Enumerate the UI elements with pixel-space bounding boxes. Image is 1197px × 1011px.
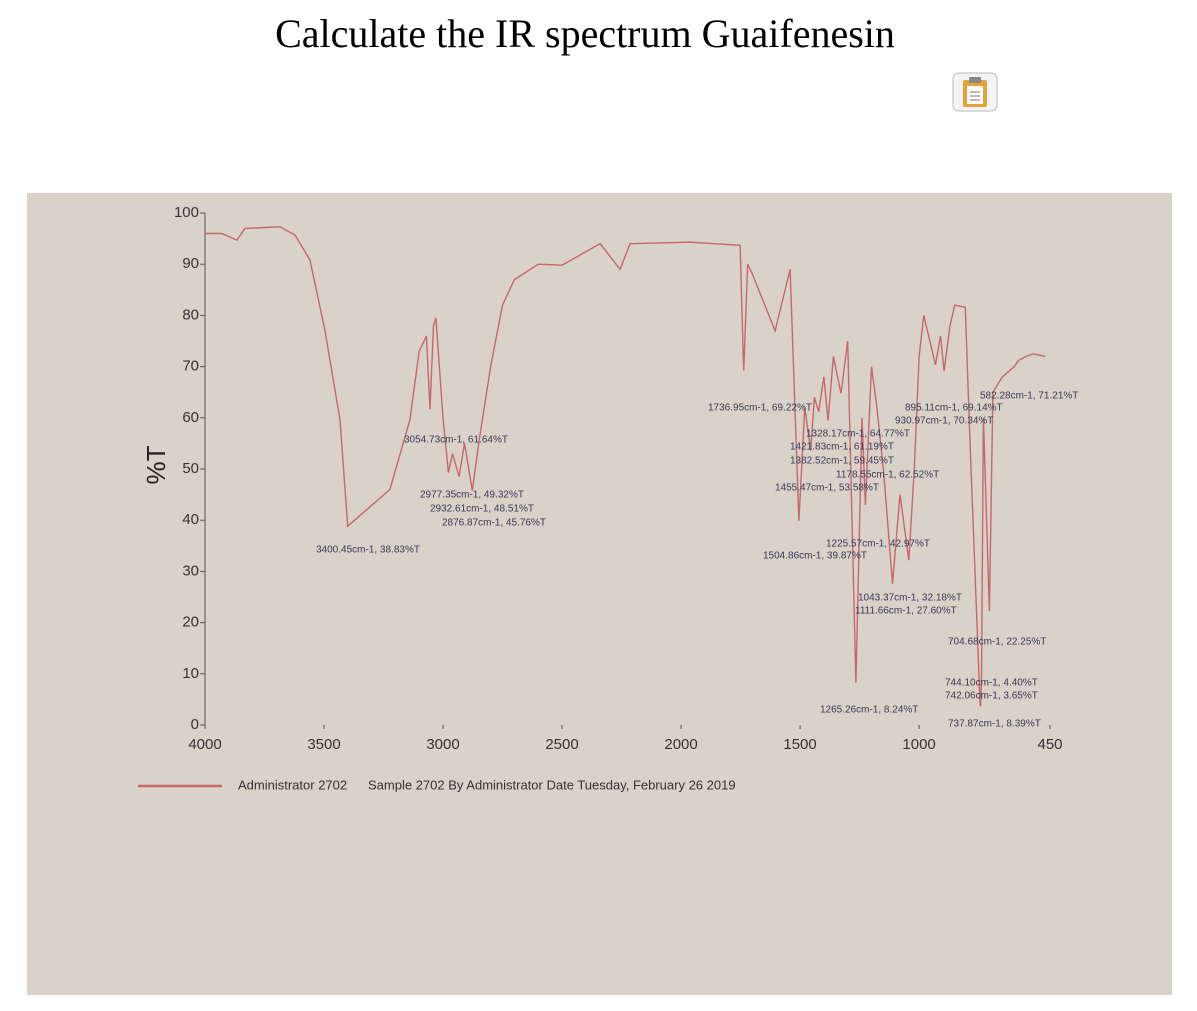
- x-tick-label: 2000: [664, 736, 697, 753]
- peak-annotation: 1111.66cm-1, 27.60%T: [855, 606, 957, 617]
- x-tick-label: 2500: [545, 736, 578, 753]
- peak-annotation: 744.10cm-1, 4.40%T: [945, 678, 1038, 689]
- x-tick-label: 1500: [783, 736, 816, 753]
- peak-annotation: 930.97cm-1, 70.34%T: [895, 416, 993, 427]
- y-tick-label: 40: [182, 511, 199, 528]
- x-tick-label: 3500: [307, 736, 340, 753]
- peak-annotation: 3400.45cm-1, 38.83%T: [316, 545, 420, 556]
- y-tick-label: 100: [174, 204, 199, 221]
- peak-annotation: 2932.61cm-1, 48.51%T: [430, 504, 534, 515]
- peak-annotation: 895.11cm-1, 69.14%T: [905, 403, 1003, 414]
- peak-annotation: 1178.55cm-1, 62.52%T: [836, 470, 939, 481]
- peak-annotation: 737.87cm-1, 8.39%T: [948, 719, 1041, 730]
- peak-annotation: 1043.37cm-1, 32.18%T: [858, 593, 962, 604]
- y-tick-label: 20: [182, 614, 199, 631]
- y-tick-label: 50: [182, 460, 199, 477]
- legend-label: Administrator 2702: [238, 777, 347, 792]
- footer-text: Sample 2702 By Administrator Date Tuesda…: [368, 777, 736, 792]
- peak-annotation: 1504.86cm-1, 39.87%T: [763, 551, 867, 562]
- page-title: Calculate the IR spectrum Guaifenesin: [275, 11, 895, 56]
- peak-annotation: 1328.17cm-1, 64.77%T: [806, 429, 910, 440]
- x-tick-label: 4000: [188, 736, 221, 753]
- y-tick-label: 10: [182, 665, 199, 682]
- y-tick-label: 90: [182, 255, 199, 272]
- y-tick-label: 60: [182, 409, 199, 426]
- y-tick-label: 30: [182, 562, 199, 579]
- peak-annotation: 2977.35cm-1, 49.32%T: [420, 490, 524, 501]
- y-axis-label: %T: [141, 445, 171, 484]
- photo-background: [27, 193, 1172, 995]
- clipboard-icon[interactable]: [952, 72, 998, 112]
- peak-annotation: 1421.83cm-1, 61.19%T: [790, 442, 894, 453]
- peak-annotation: 1265.26cm-1, 8.24%T: [820, 705, 918, 716]
- peak-annotation: 1455.47cm-1, 53.58%T: [775, 483, 879, 494]
- peak-annotation: 2876.87cm-1, 45.76%T: [442, 518, 546, 529]
- peak-annotation: 1736.95cm-1, 69.22%T: [708, 403, 812, 414]
- peak-annotation: 1225.57cm-1, 42.97%T: [826, 539, 930, 550]
- x-tick-label: 450: [1037, 736, 1062, 753]
- peak-annotation: 1382.52cm-1, 59.45%T: [790, 456, 894, 467]
- peak-annotation: 742.06cm-1, 3.65%T: [945, 691, 1038, 702]
- x-tick-label: 3000: [426, 736, 459, 753]
- x-tick-label: 1000: [902, 736, 935, 753]
- y-tick-label: 0: [191, 716, 199, 733]
- y-tick-label: 70: [182, 358, 199, 375]
- y-tick-label: 80: [182, 306, 199, 323]
- peak-annotation: 3054.73cm-1, 61.64%T: [404, 435, 508, 446]
- spectrum-line: [205, 226, 1046, 707]
- peak-annotation: 582.28cm-1, 71.21%T: [980, 391, 1078, 402]
- peak-annotation: 704.68cm-1, 22.25%T: [948, 637, 1046, 648]
